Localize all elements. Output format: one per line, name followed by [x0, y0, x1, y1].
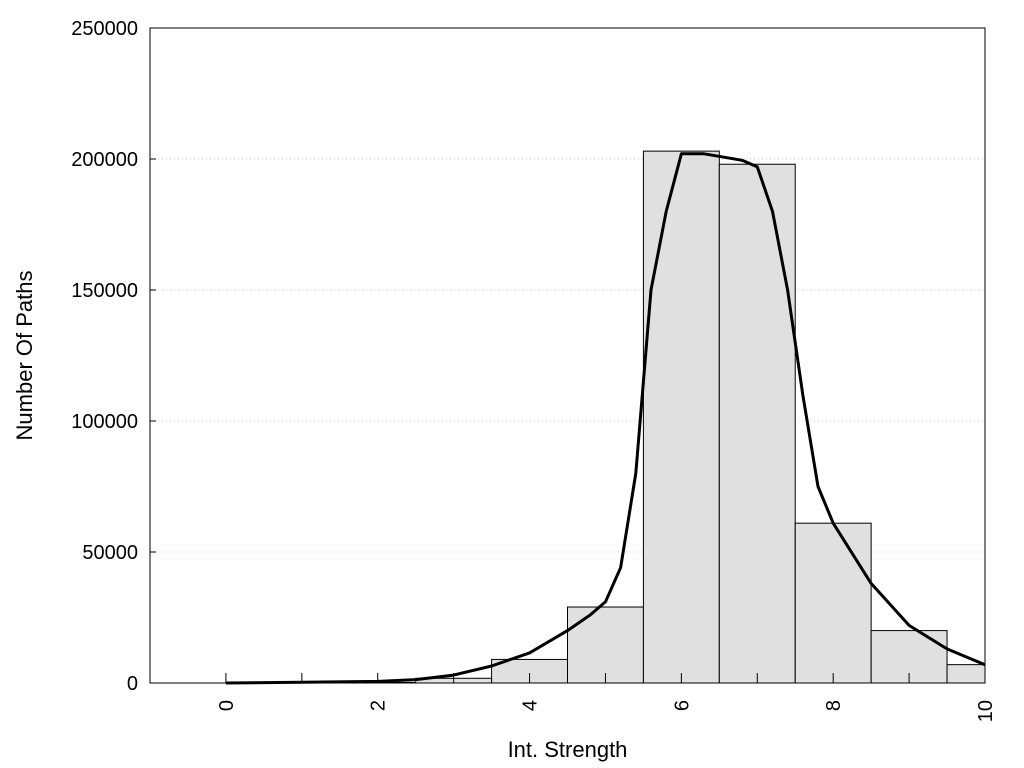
plot-frame	[149, 27, 986, 684]
y-axis-label: Number Of Paths	[12, 271, 37, 441]
y-axis: 0 50000 100000 150000 200000 250000	[71, 18, 156, 695]
fit-curve-group	[225, 152, 986, 685]
bar	[946, 664, 986, 684]
x-tick-label: 8	[823, 700, 845, 711]
grid-lines	[150, 158, 985, 553]
bar	[718, 163, 796, 684]
x-tick-label: 6	[671, 700, 693, 711]
y-tick-label: 150000	[71, 280, 138, 302]
y-tick-label: 100000	[71, 411, 138, 433]
x-tick-label: 10	[975, 700, 997, 722]
bar	[567, 606, 644, 684]
x-tick-label: 4	[520, 700, 542, 711]
bars-group	[339, 150, 986, 684]
x-tick-label: 0	[216, 700, 238, 711]
bar	[794, 522, 872, 684]
x-tick-label: 2	[368, 700, 390, 711]
y-tick-label: 200000	[71, 149, 138, 171]
y-tick-label: 250000	[71, 18, 138, 40]
bar	[642, 150, 720, 684]
x-axis: 0 2 4 6 8 10	[216, 673, 997, 722]
y-tick-label: 0	[127, 673, 138, 695]
y-tick-label: 50000	[82, 542, 138, 564]
fit-curve-line	[225, 152, 986, 685]
x-axis-label: Int. Strength	[508, 737, 628, 762]
